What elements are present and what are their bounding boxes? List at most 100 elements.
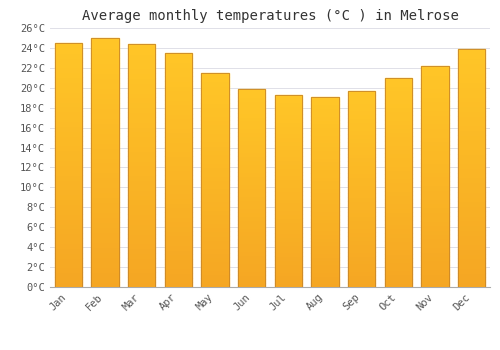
Bar [421, 243, 448, 247]
Bar [128, 151, 156, 156]
Bar [421, 282, 448, 287]
Bar [91, 153, 119, 158]
Bar [128, 156, 156, 161]
Bar [384, 107, 412, 111]
Bar [421, 101, 448, 106]
Bar [311, 97, 339, 287]
Bar [128, 54, 156, 58]
Bar [274, 114, 302, 118]
Bar [384, 253, 412, 258]
Bar [128, 127, 156, 132]
Bar [201, 197, 229, 201]
Bar [54, 141, 82, 146]
Bar [91, 103, 119, 108]
Bar [128, 78, 156, 83]
Bar [458, 97, 485, 101]
Bar [458, 268, 485, 273]
Bar [54, 58, 82, 62]
Bar [238, 200, 266, 204]
Bar [384, 191, 412, 195]
Bar [54, 48, 82, 53]
Bar [274, 95, 302, 287]
Bar [238, 105, 266, 108]
Bar [201, 167, 229, 172]
Bar [421, 176, 448, 181]
Bar [274, 187, 302, 191]
Bar [238, 93, 266, 97]
Bar [164, 142, 192, 147]
Bar [348, 212, 376, 216]
Bar [348, 193, 376, 197]
Bar [54, 92, 82, 97]
Bar [458, 168, 485, 173]
Bar [238, 251, 266, 255]
Bar [274, 130, 302, 133]
Bar [421, 181, 448, 185]
Bar [274, 210, 302, 214]
Bar [348, 232, 376, 236]
Bar [128, 258, 156, 263]
Bar [201, 223, 229, 227]
Bar [54, 204, 82, 209]
Bar [201, 205, 229, 210]
Bar [311, 177, 339, 181]
Bar [348, 142, 376, 146]
Bar [54, 229, 82, 233]
Bar [274, 206, 302, 210]
Bar [384, 90, 412, 94]
Bar [274, 179, 302, 183]
Bar [164, 212, 192, 217]
Bar [238, 236, 266, 239]
Bar [201, 159, 229, 163]
Bar [164, 189, 192, 193]
Bar [458, 173, 485, 177]
Bar [164, 81, 192, 86]
Bar [54, 136, 82, 141]
Bar [201, 82, 229, 86]
Bar [91, 83, 119, 88]
Bar [311, 218, 339, 222]
Bar [348, 244, 376, 248]
Bar [91, 187, 119, 192]
Bar [128, 219, 156, 224]
Bar [348, 201, 376, 205]
Bar [348, 146, 376, 150]
Bar [164, 104, 192, 109]
Bar [128, 136, 156, 141]
Bar [274, 272, 302, 275]
Bar [458, 77, 485, 82]
Bar [348, 275, 376, 279]
Bar [164, 114, 192, 118]
Bar [238, 192, 266, 196]
Bar [274, 133, 302, 137]
Bar [458, 206, 485, 211]
Bar [54, 219, 82, 224]
Bar [384, 266, 412, 270]
Bar [54, 97, 82, 102]
Bar [274, 148, 302, 152]
Bar [54, 175, 82, 180]
Bar [164, 236, 192, 240]
Bar [384, 187, 412, 191]
Bar [91, 108, 119, 113]
Bar [384, 94, 412, 99]
Bar [164, 137, 192, 142]
Bar [311, 283, 339, 287]
Bar [458, 144, 485, 149]
Bar [54, 72, 82, 77]
Bar [238, 279, 266, 283]
Bar [128, 180, 156, 185]
Bar [128, 58, 156, 63]
Bar [348, 91, 376, 287]
Bar [421, 110, 448, 114]
Bar [384, 120, 412, 124]
Bar [128, 224, 156, 229]
Bar [164, 222, 192, 226]
Bar [128, 233, 156, 238]
Bar [238, 172, 266, 176]
Bar [274, 279, 302, 283]
Bar [91, 252, 119, 257]
Bar [91, 202, 119, 207]
Bar [54, 243, 82, 248]
Bar [348, 264, 376, 267]
